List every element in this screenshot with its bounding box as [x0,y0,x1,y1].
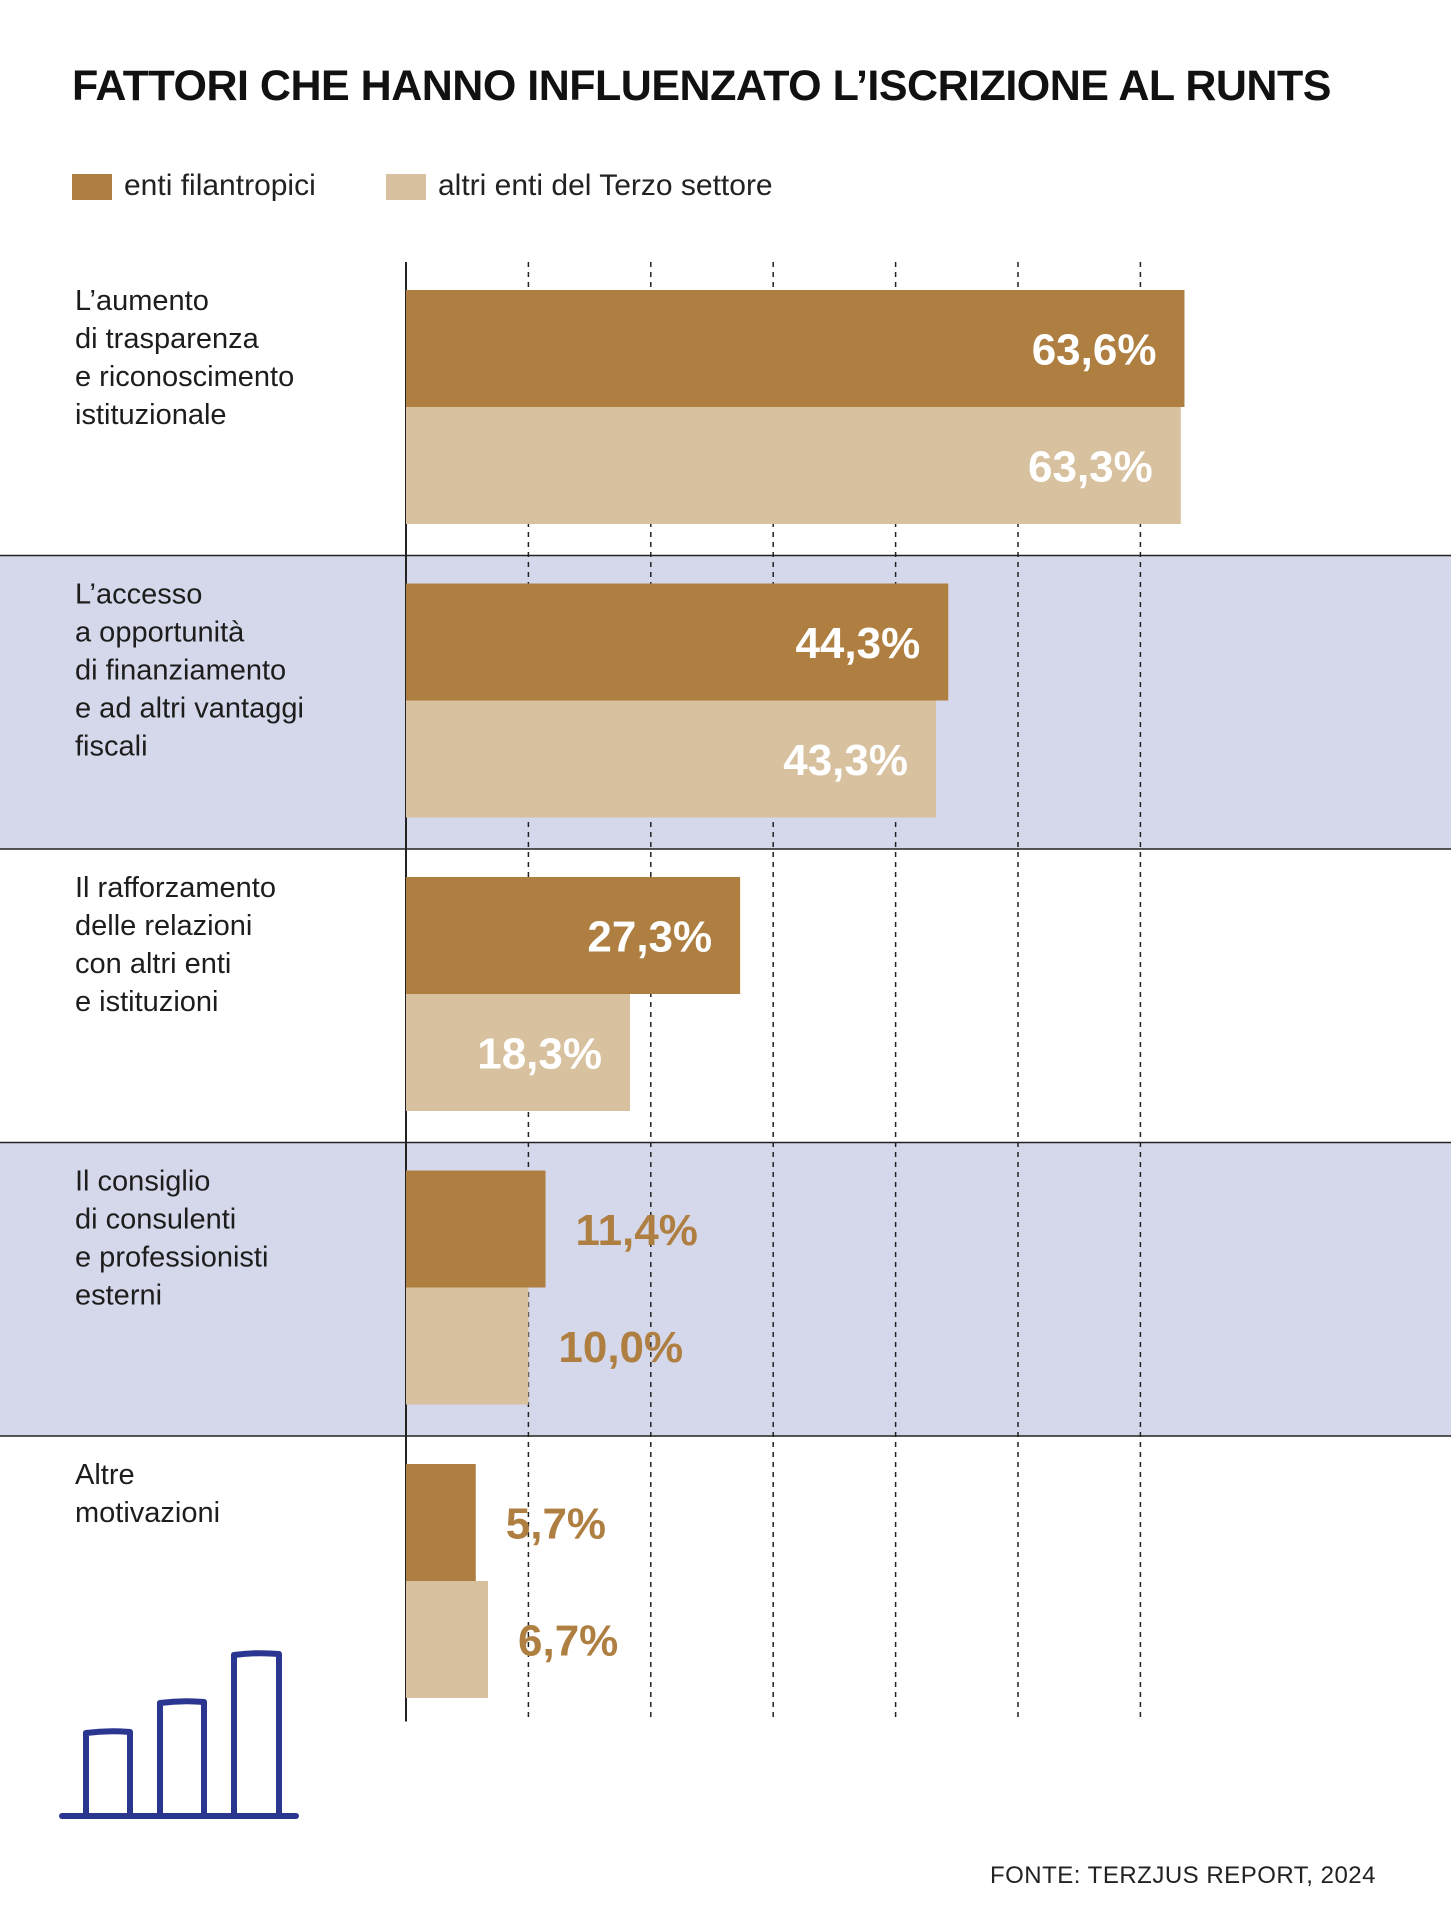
category-label-4: Altre motivazioni [75,1459,220,1529]
bar-enti-filantropici-0 [406,290,1185,407]
source-note: FONTE: TERZJUS REPORT, 2024 [989,1862,1376,1889]
legend-swatch-altri-enti [386,174,426,200]
bar-altri-enti-0 [406,407,1181,524]
value-label-altri-enti-3: 10,0% [558,1323,683,1372]
category-label-1: L’accesso a opportunità di finanziamento e … [75,579,304,763]
bar-altri-enti-3 [406,1287,529,1405]
legend-label-enti-filantropici: enti filantropici [124,169,316,202]
legend-swatch-enti-filantropici [72,174,112,200]
bar-altri-enti-2 [406,994,630,1111]
legend-label-altri-enti: altri enti del Terzo settore [438,169,773,202]
value-label-enti-filantropici-1: 44,3% [795,619,920,668]
value-label-altri-enti-2: 18,3% [477,1030,602,1079]
value-label-enti-filantropici-0: 63,6% [1032,326,1157,375]
bar-enti-filantropici-3 [406,1170,546,1288]
value-label-enti-filantropici-4: 5,7% [506,1500,606,1549]
category-band-3 [0,1142,1451,1436]
bar-enti-filantropici-2 [406,877,741,994]
value-label-altri-enti-4: 6,7% [518,1617,618,1666]
category-label-3: Il consiglio di consulenti e professionist… [75,1166,268,1312]
bar-altri-enti-1 [406,700,936,818]
category-label-2: Il rafforzamento delle relazioni con altri… [75,872,276,1018]
value-label-altri-enti-1: 43,3% [783,736,908,785]
bar-altri-enti-4 [406,1581,489,1698]
value-label-enti-filantropici-2: 27,3% [587,913,712,962]
value-label-altri-enti-0: 63,3% [1028,443,1153,492]
value-label-enti-filantropici-3: 11,4% [576,1206,698,1255]
bar-chart-icon [59,1650,299,1819]
bar-enti-filantropici-1 [406,583,949,701]
chart-title: FATTORI CHE HANNO INFLUENZATO L’ISCRIZIO… [72,62,1331,110]
category-label-0: L’aumento di trasparenza e riconoscimento i… [75,285,294,431]
bar-enti-filantropici-4 [406,1464,476,1581]
